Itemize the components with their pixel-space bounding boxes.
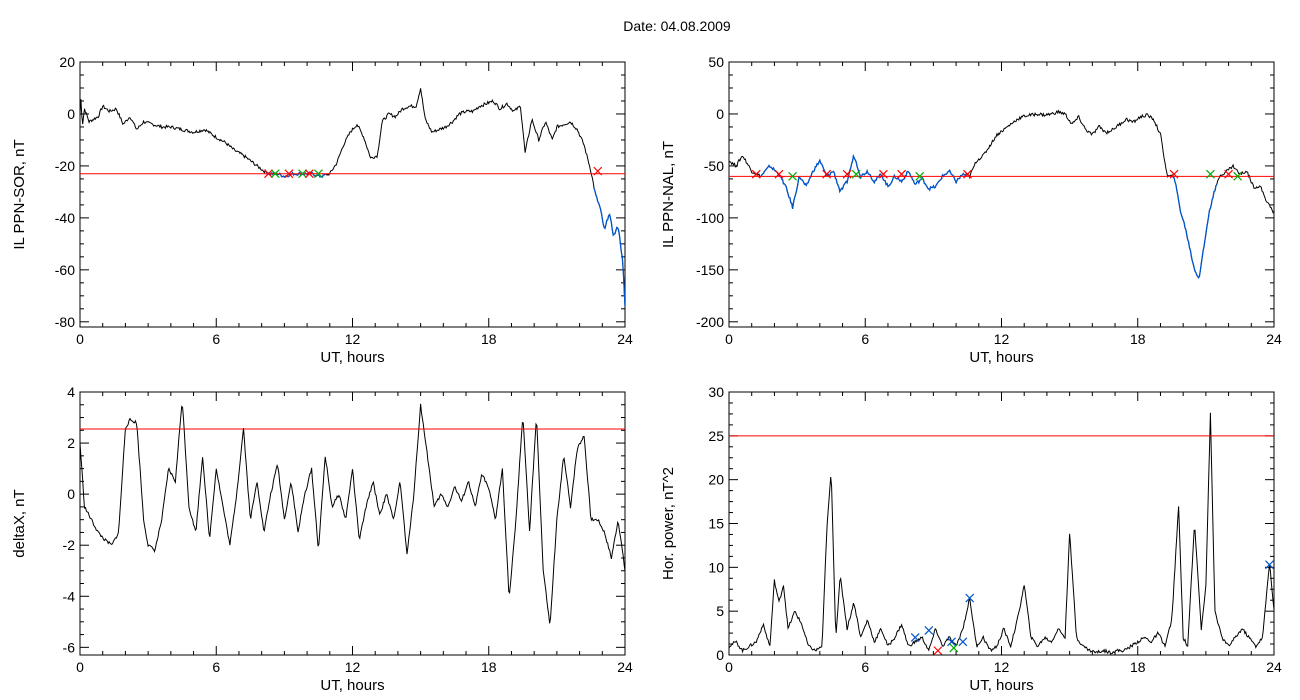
event-marker [822,169,832,179]
y-tick-label: 2 [67,435,75,451]
y-tick-label: -200 [696,314,724,330]
panel-hor-power: 0 6 12 18 24 30 25 20 15 10 5 0 UT, hours Hor. power,… [660,384,1282,694]
event-marker [1233,171,1243,181]
y-tick-label: 0 [716,647,724,663]
y-tick-label: 25 [708,428,724,444]
event-marker [851,169,861,179]
x-tick-label: 6 [212,331,220,347]
y-axis-label: deltaX, nT [11,489,28,557]
event-marker [949,643,959,653]
event-marker [965,593,975,603]
x-tick-label: 6 [861,659,869,675]
y-tick-label: 0 [67,106,75,122]
y-tick-label: -2 [63,537,76,553]
x-tick-label: 24 [617,659,633,675]
y-tick-label: 5 [716,603,724,619]
y-tick-label: -40 [55,210,75,226]
x-tick-label: 24 [617,331,633,347]
x-tick-label: 24 [1266,331,1282,347]
event-marker [915,171,925,181]
x-tick-label: 0 [76,659,84,675]
x-tick-label: 18 [1130,331,1146,347]
event-marker [270,169,280,179]
event-marker [947,637,956,647]
event-marker [593,166,603,176]
y-tick-label: -50 [704,158,724,174]
y-tick-label: 0 [716,106,724,122]
event-marker [958,637,968,647]
y-axis-label: Hor. power, nT^2 [660,467,677,580]
series-line [729,412,1274,655]
page-title: Date: 04.08.2009 [623,18,731,34]
event-marker [774,169,784,179]
event-marker [924,626,934,635]
event-marker [788,171,798,181]
x-tick-label: 6 [212,659,220,675]
event-marker [1265,560,1274,570]
y-tick-label: 15 [708,516,724,532]
y-tick-label: -60 [55,262,75,278]
x-tick-label: 0 [76,331,84,347]
event-marker [897,169,907,179]
event-marker [264,169,273,179]
panel-il-ppn-sor: 0 6 12 18 24 20 0 -20 -40 -60 -80 UT, hours IL PPN-S… [11,54,633,366]
y-tick-label: -150 [696,262,724,278]
y-tick-label: -100 [696,210,724,226]
panel-il-ppn-nal: 0 6 12 18 24 50 0 -50 -100 -150 -200 UT, hours IL PP… [660,54,1282,366]
highlight-segment [760,153,971,209]
event-marker [751,169,761,179]
event-marker [963,169,972,179]
event-marker [878,169,888,179]
y-tick-label: -6 [63,639,76,655]
y-tick-label: 0 [67,486,75,502]
event-marker [304,169,314,179]
x-tick-label: 0 [725,331,733,347]
x-tick-label: 12 [994,659,1010,675]
y-tick-label: 10 [708,559,724,575]
event-marker [910,633,920,642]
x-axis-label: UT, hours [320,677,384,694]
panel-deltax: 0 6 12 18 24 4 2 0 -2 -4 -6 UT, hours deltaX, nT [11,384,633,694]
event-marker [1169,169,1179,179]
x-tick-label: 18 [1130,659,1146,675]
event-marker [1224,169,1234,179]
event-marker [284,169,294,179]
x-tick-label: 6 [861,331,869,347]
highlight-segment [1171,174,1218,279]
y-tick-label: -80 [55,314,75,330]
event-marker [314,169,323,179]
series-line [80,88,625,307]
y-tick-label: -20 [55,158,75,174]
x-tick-label: 12 [994,331,1010,347]
x-tick-label: 18 [481,659,497,675]
plot-frame [79,391,626,656]
y-tick-label: 20 [59,54,75,70]
highlight-segment [593,188,625,307]
x-axis-label: UT, hours [969,349,1033,366]
event-marker [1205,169,1215,179]
plot-frame [728,391,1275,656]
y-axis-label: IL PPN-SOR, nT [11,139,28,249]
y-tick-label: 50 [708,54,724,70]
y-tick-label: 20 [708,472,724,488]
plot-frame [728,61,1275,328]
event-marker [298,169,307,179]
series-line [80,403,625,624]
x-axis-label: UT, hours [320,349,384,366]
y-tick-label: 30 [708,384,724,400]
plot-frame [79,61,626,328]
event-marker [842,169,852,179]
x-tick-label: 0 [725,659,733,675]
x-tick-label: 24 [1266,659,1282,675]
y-tick-label: 4 [67,384,75,400]
y-tick-label: -4 [63,588,76,604]
x-tick-label: 18 [481,331,497,347]
x-tick-label: 12 [345,659,361,675]
series-line [729,109,1274,279]
x-axis-label: UT, hours [969,677,1033,694]
y-axis-label: IL PPN-NAL, nT [660,141,677,248]
event-marker [933,646,943,656]
x-tick-label: 12 [345,331,361,347]
